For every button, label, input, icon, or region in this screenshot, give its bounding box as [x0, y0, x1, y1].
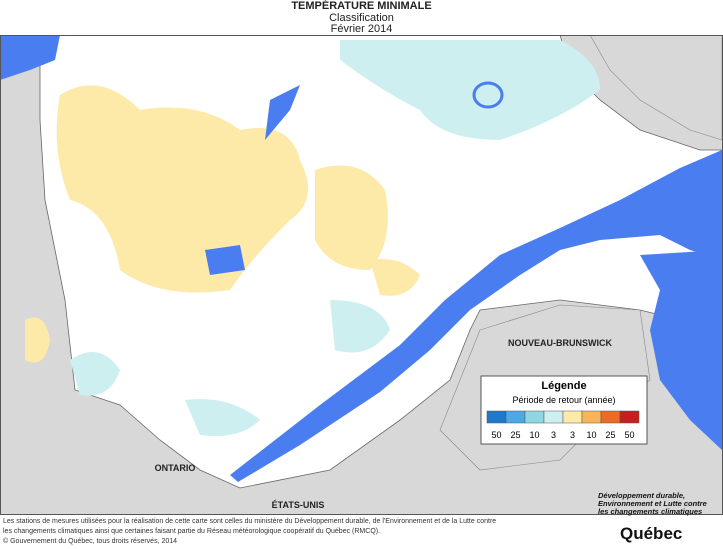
anomaly-cool [330, 300, 390, 353]
legend-label: 50 [624, 430, 634, 440]
legend-swatch [581, 410, 602, 424]
anomaly-warm [370, 259, 420, 296]
legend-title: Légende [541, 380, 586, 392]
legend-label: 25 [605, 430, 615, 440]
st-lawrence [230, 150, 722, 482]
legend-swatch [486, 410, 507, 424]
lake [472, 81, 504, 109]
subtitle: Classification [329, 12, 394, 24]
legend-label: 10 [529, 430, 539, 440]
logo-text: Développement durable, Environnement et … [598, 491, 707, 516]
legend-label: 50 [491, 430, 501, 440]
footnote: Les stations de mesures utilisées pour l… [3, 518, 497, 535]
legend-swatch [562, 410, 583, 424]
anomaly-cool [70, 352, 120, 396]
legend-swatch [600, 410, 621, 424]
legend-box [480, 375, 648, 445]
legend-label: 25 [510, 430, 520, 440]
hudson-bay [0, 35, 60, 80]
logo-name: Québec [620, 524, 683, 543]
date: Février 2014 [330, 23, 393, 35]
anomaly-cool [340, 40, 600, 140]
anomaly-warm [25, 317, 50, 363]
gulf [640, 250, 722, 450]
legend-swatch [619, 410, 640, 424]
map: NOUVEAU-BRUNSWICK ONTARIO ÉTATS-UNIS Lég… [0, 35, 723, 515]
anomaly-cool [185, 399, 260, 436]
legend-swatch [524, 410, 545, 424]
anomaly-warm [315, 165, 388, 270]
labrador [589, 35, 723, 141]
lake [205, 245, 245, 275]
legend-label: 3 [570, 430, 575, 440]
region-label: ONTARIO [155, 463, 196, 473]
anomaly-warm [56, 85, 309, 293]
legend-label: 3 [551, 430, 556, 440]
legend-swatch [505, 410, 526, 424]
legend: Légende Période de retour (année) 50 25 10… [480, 375, 648, 445]
title: TEMPÉRATURE MINIMALE [291, 0, 432, 12]
copyright: © Gouvernement du Québec, tous droits ré… [3, 538, 178, 545]
lake [265, 85, 300, 140]
legend-subtitle: Période de retour (année) [512, 395, 615, 405]
legend-label: 10 [586, 430, 596, 440]
region-label: ÉTATS-UNIS [272, 500, 325, 510]
legend-swatch [543, 410, 564, 424]
region-label: NOUVEAU-BRUNSWICK [508, 338, 612, 348]
